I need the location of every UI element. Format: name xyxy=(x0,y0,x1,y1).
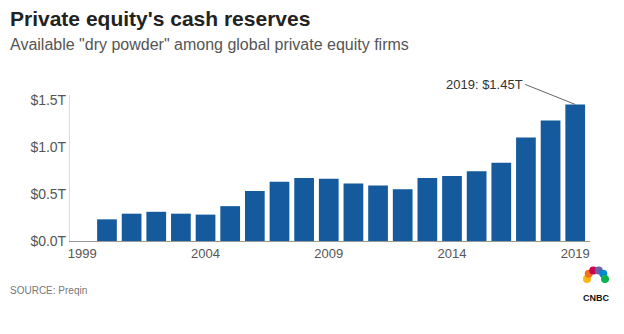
svg-text:2014: 2014 xyxy=(438,246,467,261)
svg-text:CNBC: CNBC xyxy=(583,293,609,303)
svg-text:2019: $1.45T: 2019: $1.45T xyxy=(446,77,523,92)
svg-text:Private equity's cash reserves: Private equity's cash reserves xyxy=(10,7,310,30)
svg-text:Available "dry powder" among g: Available "dry powder" among global priv… xyxy=(10,36,409,53)
svg-text:SOURCE: Preqin: SOURCE: Preqin xyxy=(10,285,87,296)
svg-text:2019: 2019 xyxy=(561,246,590,261)
svg-text:$0.5T: $0.5T xyxy=(30,186,66,202)
svg-text:$1.5T: $1.5T xyxy=(30,92,66,108)
svg-text:$0.0T: $0.0T xyxy=(30,233,66,249)
svg-text:2004: 2004 xyxy=(191,246,220,261)
svg-text:2009: 2009 xyxy=(314,246,343,261)
svg-text:$1.0T: $1.0T xyxy=(30,139,66,155)
svg-text:1999: 1999 xyxy=(68,246,97,261)
